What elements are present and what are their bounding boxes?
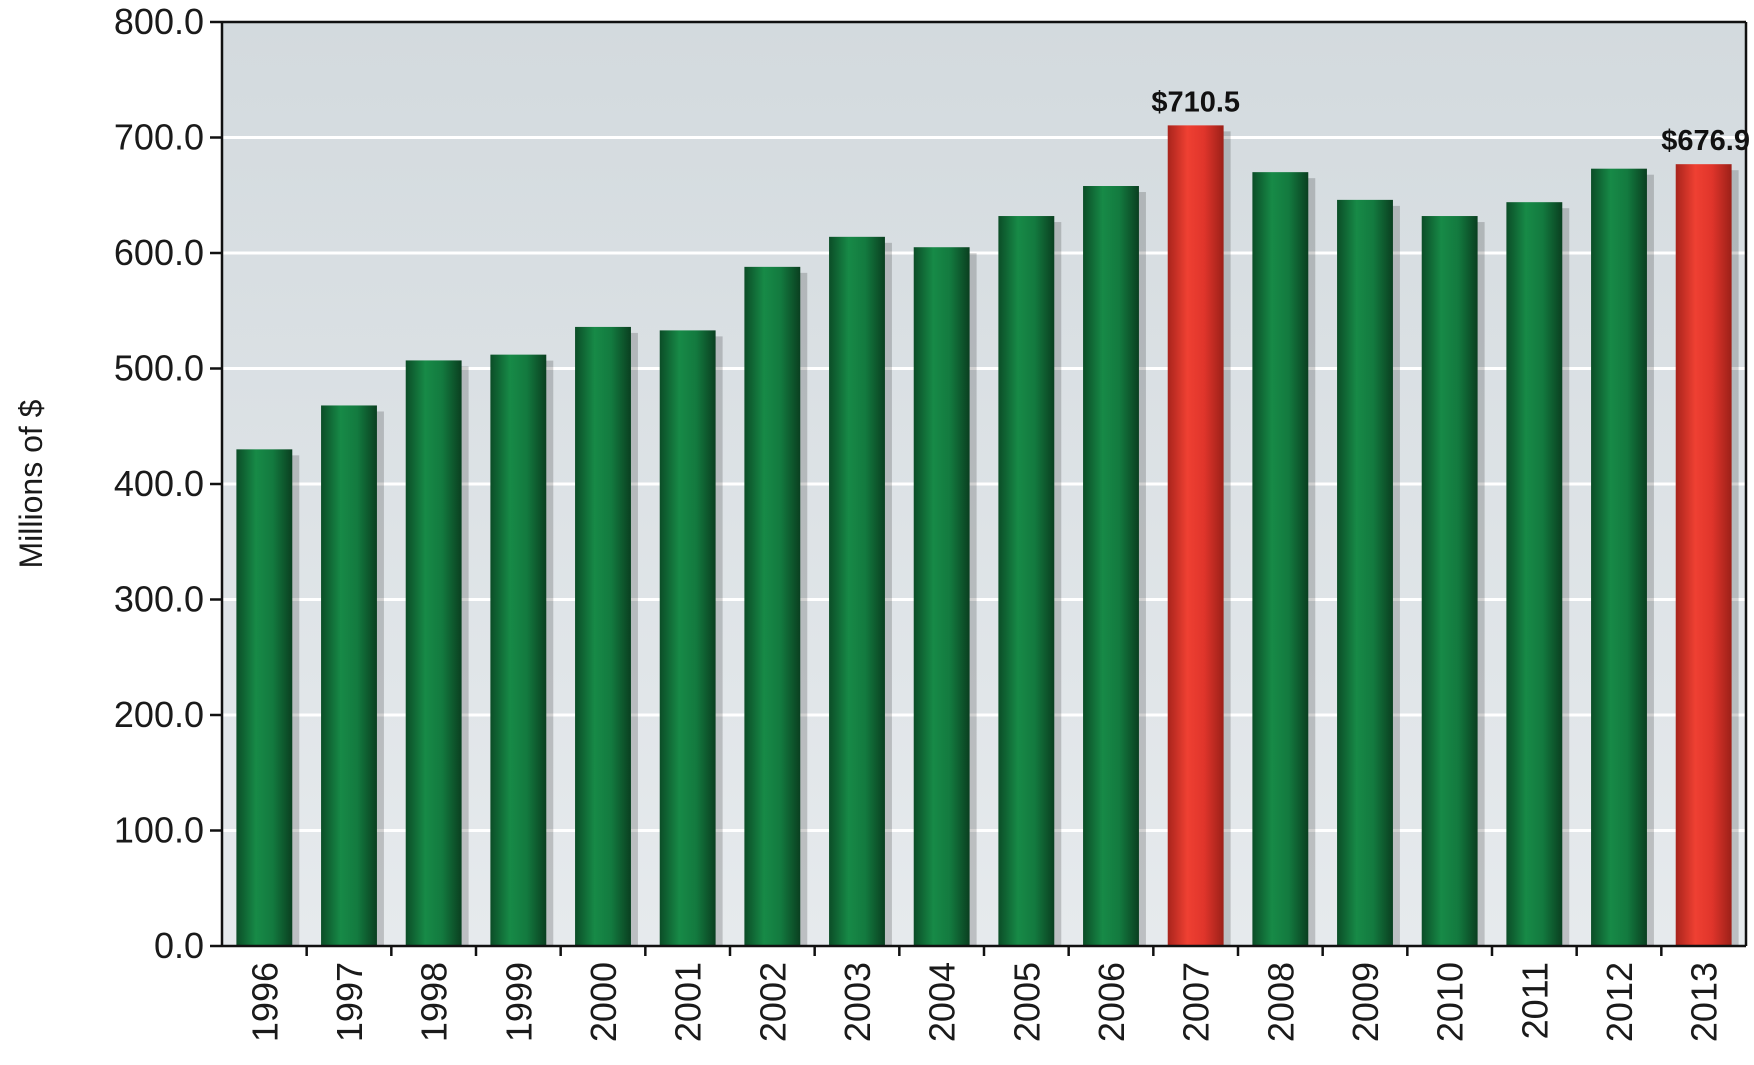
x-tick-labels: 1996 1997 1998 1999 2000 2001 2002 2003 2004 2005… bbox=[244, 946, 1725, 1042]
bar-2001 bbox=[659, 330, 716, 946]
y-axis-title: Millions of $ bbox=[13, 399, 49, 568]
x-tick-label: 2012 bbox=[1599, 962, 1640, 1042]
y-tick-label: 600.0 bbox=[114, 232, 204, 273]
x-tick-label: 2005 bbox=[1006, 962, 1047, 1042]
bar-1999 bbox=[490, 354, 547, 946]
data-label-2007: $710.5 bbox=[1151, 86, 1240, 118]
y-tick-label: 0.0 bbox=[154, 925, 204, 966]
x-tick-label: 2013 bbox=[1684, 962, 1725, 1042]
y-tick-label: 800.0 bbox=[114, 1, 204, 42]
x-tick-label: 1996 bbox=[244, 962, 285, 1042]
x-tick-label: 2003 bbox=[837, 962, 878, 1042]
x-tick-label: 2009 bbox=[1345, 962, 1386, 1042]
x-tick-label: 2001 bbox=[668, 962, 709, 1042]
bar-2010 bbox=[1421, 216, 1478, 947]
y-tick-labels: 0.0 100.0 200.0 300.0 400.0 500.0 600.0 700.0 80… bbox=[114, 1, 222, 966]
x-tick-label: 1997 bbox=[329, 962, 370, 1042]
data-label-2013: $676.9 bbox=[1661, 125, 1750, 157]
bar-2013 bbox=[1675, 164, 1732, 947]
x-tick-label: 2008 bbox=[1260, 962, 1301, 1042]
y-tick-label: 500.0 bbox=[114, 348, 204, 389]
data-labels: $710.5 $676.9 bbox=[1151, 86, 1750, 157]
bar-1997 bbox=[321, 405, 377, 947]
x-tick-label: 2011 bbox=[1514, 962, 1555, 1039]
x-tick-label: 2000 bbox=[583, 962, 624, 1042]
y-tick-label: 200.0 bbox=[114, 694, 204, 735]
bar-2005 bbox=[998, 216, 1055, 947]
x-tick-label: 1998 bbox=[414, 962, 455, 1042]
bars bbox=[236, 125, 1739, 947]
bar-2006 bbox=[1083, 186, 1139, 946]
bar-2009 bbox=[1337, 199, 1393, 946]
bar-2002 bbox=[744, 266, 801, 946]
bar-2003 bbox=[829, 236, 885, 946]
y-tick-label: 400.0 bbox=[114, 463, 204, 504]
bar-2004 bbox=[913, 247, 970, 947]
bar-2012 bbox=[1591, 168, 1647, 946]
gridlines bbox=[222, 136, 1746, 832]
x-tick-label: 2007 bbox=[1176, 962, 1217, 1042]
y-tick-label: 300.0 bbox=[114, 579, 204, 620]
x-tick-label: 2006 bbox=[1091, 962, 1132, 1042]
bar-1998 bbox=[405, 360, 462, 946]
y-tick-label: 100.0 bbox=[114, 810, 204, 851]
x-tick-label: 2010 bbox=[1430, 962, 1471, 1042]
bar-2011 bbox=[1506, 202, 1563, 946]
x-tick-label: 1999 bbox=[498, 962, 539, 1042]
bar-2000 bbox=[575, 326, 631, 946]
bar-2007 bbox=[1167, 125, 1224, 946]
bar-2008 bbox=[1252, 172, 1309, 946]
x-tick-label: 2004 bbox=[922, 962, 963, 1042]
y-tick-label: 700.0 bbox=[114, 117, 204, 158]
x-tick-label: 2002 bbox=[752, 962, 793, 1042]
bar-1996 bbox=[236, 449, 293, 946]
